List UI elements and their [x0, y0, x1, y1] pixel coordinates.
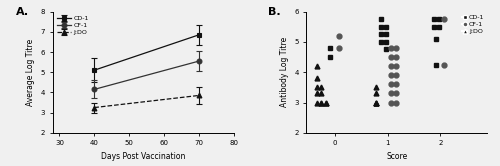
Y-axis label: Antibody Log Titre: Antibody Log Titre	[280, 37, 288, 107]
X-axis label: Score: Score	[386, 152, 407, 161]
Legend: CD-1, CF-1, J:DO: CD-1, CF-1, J:DO	[462, 15, 484, 34]
X-axis label: Days Post Vaccination: Days Post Vaccination	[101, 152, 186, 161]
Text: B.: B.	[268, 7, 281, 17]
Text: A.: A.	[16, 7, 30, 17]
Legend: CD-1, CF-1, J:DO: CD-1, CF-1, J:DO	[58, 16, 89, 35]
Y-axis label: Average Log Titre: Average Log Titre	[26, 39, 35, 106]
